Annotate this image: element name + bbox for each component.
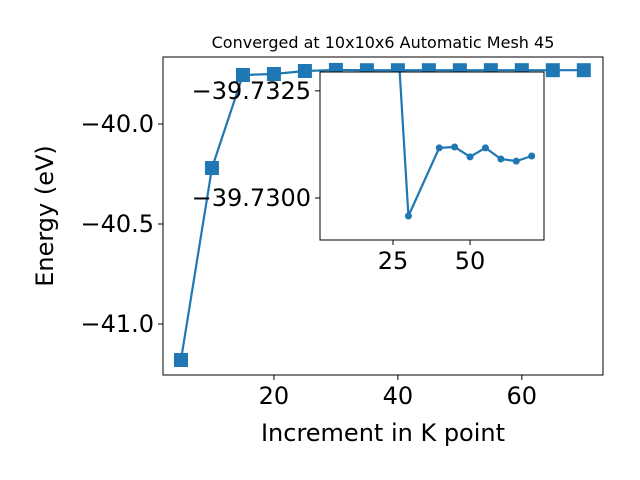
y-tick-label: −41.0 [80,310,154,338]
marker [451,143,459,151]
y-tick-label: −40.5 [80,210,154,238]
chart-title: Converged at 10x10x6 Automatic Mesh 45 [212,33,555,52]
y-tick-label: −39.7300 [192,184,311,212]
axes-frame [319,71,545,241]
marker [435,144,443,152]
marker [466,153,474,161]
marker [528,152,536,160]
marker [204,161,219,175]
marker [235,68,250,82]
y-tick-label: −40.0 [80,110,154,138]
marker [404,212,412,220]
marker [266,67,281,81]
marker [512,157,520,165]
y-tick-label: −39.7325 [192,77,311,105]
marker [545,63,560,78]
x-tick-label: 60 [507,382,538,410]
y-axis-label: Energy (eV) [31,145,59,287]
marker [481,144,489,152]
x-tick-label: 25 [378,247,409,275]
x-axis-label: Increment in K point [261,419,505,447]
marker [297,64,312,78]
marker [497,155,505,163]
marker [576,63,591,78]
plot-area [320,72,544,240]
x-tick-label: 50 [455,247,486,275]
x-tick-label: 40 [383,382,414,410]
marker [173,353,188,367]
plot-content [398,72,536,220]
axes-frame [162,56,604,376]
x-tick-label: 20 [259,382,290,410]
